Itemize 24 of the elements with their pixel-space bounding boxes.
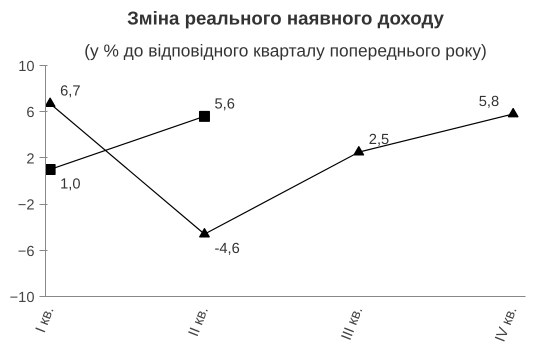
x-tick-label: IV кв. bbox=[492, 304, 521, 344]
data-label: 5,6 bbox=[214, 96, 235, 112]
data-label: 5,8 bbox=[478, 94, 500, 110]
point bbox=[353, 146, 364, 156]
point bbox=[198, 110, 210, 122]
data-label: 6,7 bbox=[60, 84, 81, 100]
x-tick-label: I кв. bbox=[33, 304, 58, 336]
y-tick-label: −2 bbox=[18, 198, 35, 214]
y-tick-label: −6 bbox=[18, 244, 35, 260]
chart-title: Зміна реального наявного доходу bbox=[127, 8, 445, 28]
y-tick-label: 10 bbox=[18, 59, 35, 75]
y-tick-label: −10 bbox=[10, 290, 35, 306]
point bbox=[198, 228, 210, 238]
point bbox=[46, 164, 56, 175]
x-tick-label: II кв. bbox=[186, 304, 212, 339]
y-tick-label: 6 bbox=[26, 105, 35, 122]
point bbox=[46, 97, 56, 107]
data-label: 2,5 bbox=[368, 132, 390, 148]
y-tick-label: 2 bbox=[26, 151, 35, 168]
data-label: 1,0 bbox=[60, 176, 81, 192]
point bbox=[508, 108, 519, 118]
x-tick-label: III кв. bbox=[338, 304, 366, 343]
chart-subtitle: (у % до відповідного кварталу попереднього року) bbox=[84, 40, 487, 60]
data-label: -4,6 bbox=[214, 241, 240, 258]
